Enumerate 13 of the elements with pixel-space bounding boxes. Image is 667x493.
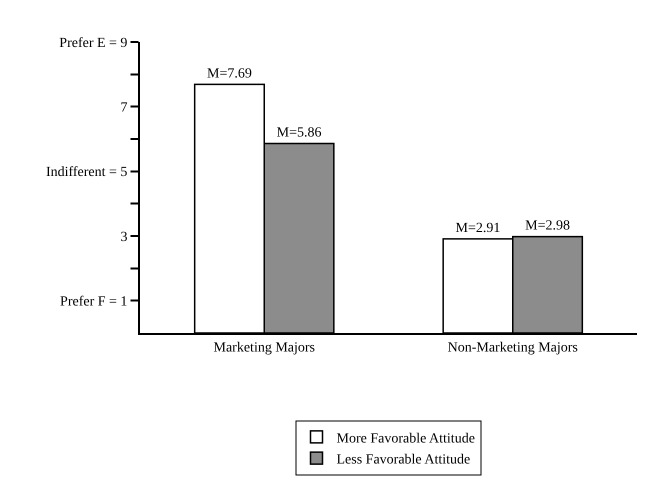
y-tick-label: 7 (120, 100, 128, 116)
legend-label: Less Favorable Attitude (336, 452, 470, 468)
data-label: M=2.98 (525, 218, 570, 234)
y-tick-label: 3 (120, 230, 128, 245)
y-tick-label: Prefer E = 9 (59, 36, 128, 51)
y-tick-label: Indifferent = 5 (46, 165, 128, 180)
data-label: M=2.91 (456, 220, 500, 236)
data-label: M=5.86 (276, 126, 322, 141)
x-tick-label: Marketing Majors (214, 340, 315, 356)
legend-label: More Favorable Attitude (336, 431, 475, 446)
y-tick-label: Prefer F = 1 (60, 294, 128, 310)
x-tick-label: Non-Marketing Majors (448, 340, 578, 356)
data-label: M=7.69 (207, 66, 252, 82)
